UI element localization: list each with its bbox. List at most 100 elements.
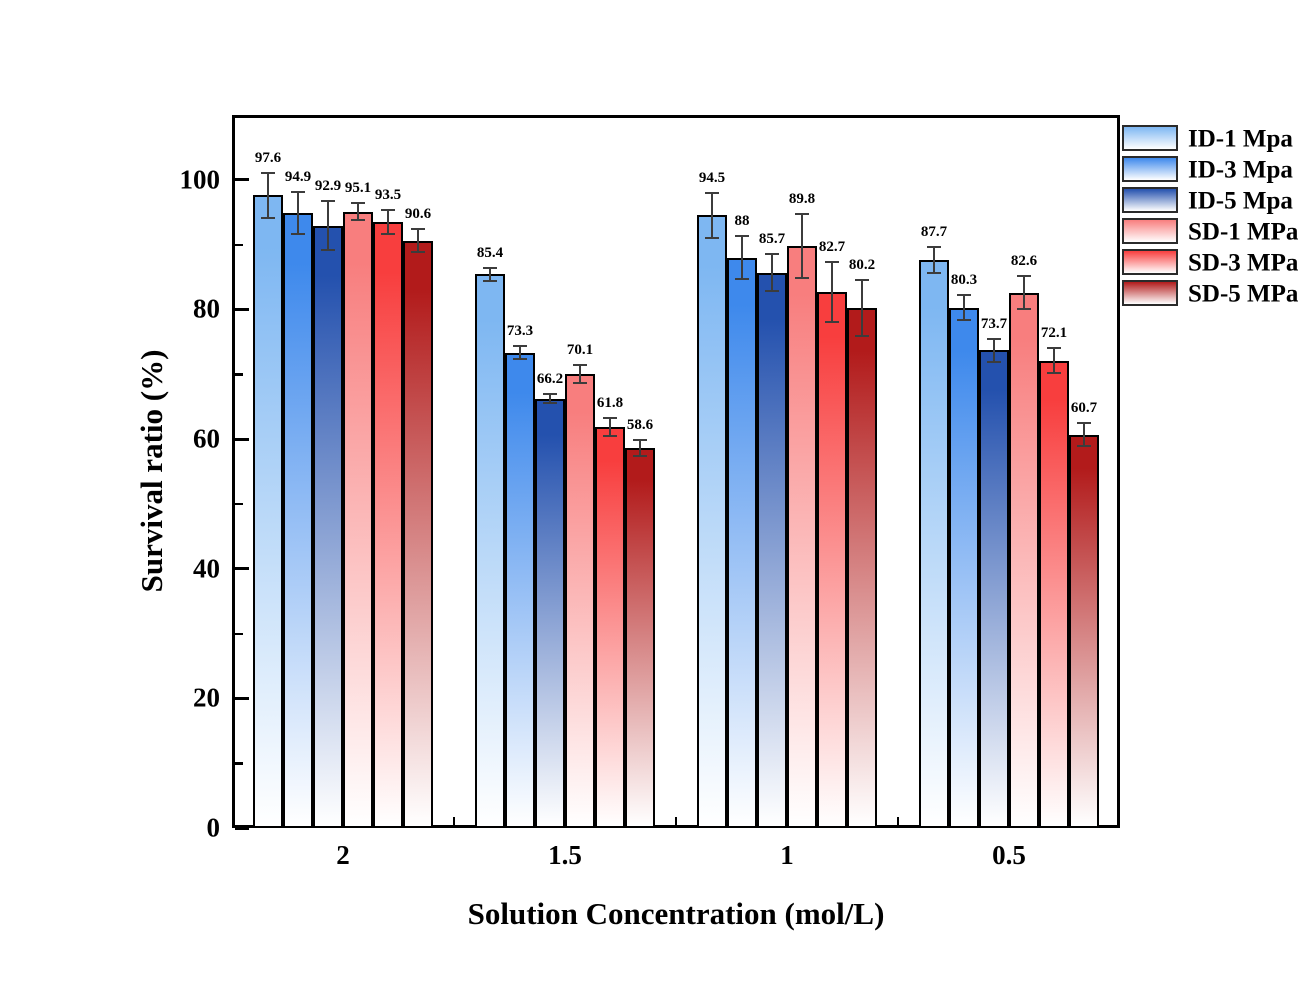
y-axis-major-tick	[235, 307, 249, 311]
error-bar-cap-bottom	[633, 454, 647, 457]
legend-label-id-3-mpa: ID-3 Mpa	[1188, 156, 1293, 184]
error-bar-stem	[387, 210, 389, 234]
bar-sd-1-mpa-conc-2	[343, 211, 373, 828]
y-axis-tick-label: 20	[193, 682, 220, 713]
bar-value-label: 58.6	[626, 417, 654, 434]
error-bar-stem	[549, 394, 551, 404]
x-axis-minor-tick	[896, 817, 900, 825]
bar-id-5-mpa-conc-1	[757, 272, 787, 828]
error-bar-cap-bottom	[573, 381, 587, 384]
error-bar-cap-top	[633, 439, 647, 442]
error-bar-stem	[267, 172, 269, 219]
error-bar-cap-top	[381, 209, 395, 212]
error-bar-stem	[417, 229, 419, 253]
error-bar-stem	[801, 213, 803, 279]
error-bar-cap-top	[513, 345, 527, 348]
bar-id-5-mpa-conc-1.5	[535, 398, 565, 828]
bar-id-1-mpa-conc-1.5	[475, 274, 505, 828]
bar-value-label: 82.7	[818, 239, 846, 256]
error-bar-cap-top	[825, 261, 839, 264]
bar-value-label: 60.7	[1070, 399, 1098, 416]
bar-value-label: 94.5	[698, 169, 726, 186]
error-bar-cap-top	[957, 293, 971, 296]
error-bar-cap-bottom	[795, 277, 809, 280]
x-axis-minor-tick	[674, 817, 678, 825]
bar-id-5-mpa-conc-0.5	[979, 350, 1009, 828]
error-bar-stem	[357, 203, 359, 220]
legend-swatch-sd-5-mpa	[1122, 280, 1178, 306]
error-bar-cap-top	[795, 212, 809, 215]
error-bar-stem	[963, 294, 965, 321]
bar-value-label: 97.6	[254, 149, 282, 166]
legend-label-sd-1-mpa: SD-1 MPa	[1188, 218, 1299, 246]
y-axis-tick-label: 60	[193, 423, 220, 454]
error-bar-stem	[993, 338, 995, 362]
bar-value-label: 85.4	[476, 244, 504, 261]
bar-sd-1-mpa-conc-0.5	[1009, 292, 1039, 828]
error-bar-stem	[771, 254, 773, 291]
error-bar-cap-bottom	[735, 277, 749, 280]
error-bar-cap-bottom	[927, 271, 941, 274]
bar-value-label: 95.1	[344, 180, 372, 197]
bar-value-label: 73.7	[980, 315, 1008, 332]
y-axis-major-tick	[235, 567, 249, 571]
legend-swatch-sd-1-mpa	[1122, 218, 1178, 244]
error-bar-stem	[831, 262, 833, 322]
legend-label-id-5-mpa: ID-5 Mpa	[1188, 187, 1293, 215]
y-axis-tick-label: 100	[179, 164, 221, 195]
y-axis-tick-label: 40	[193, 553, 220, 584]
error-bar-cap-top	[261, 171, 275, 174]
y-axis-tick-label: 0	[206, 812, 221, 843]
error-bar-cap-top	[927, 245, 941, 248]
bar-value-label: 80.2	[848, 257, 876, 274]
legend-swatch-sd-3-mpa	[1122, 249, 1178, 275]
error-bar-cap-bottom	[855, 335, 869, 338]
bar-sd-1-mpa-conc-1	[787, 245, 817, 828]
y-axis-tick-label: 80	[193, 293, 220, 324]
bar-sd-3-mpa-conc-1.5	[595, 427, 625, 828]
bar-id-3-mpa-conc-1.5	[505, 352, 535, 828]
bar-sd-3-mpa-conc-2	[373, 221, 403, 828]
bar-id-3-mpa-conc-1	[727, 257, 757, 828]
error-bar-stem	[327, 201, 329, 251]
bar-sd-3-mpa-conc-1	[817, 291, 847, 828]
legend-label-sd-3-mpa: SD-3 MPa	[1188, 249, 1299, 277]
error-bar-cap-top	[411, 228, 425, 231]
error-bar-cap-top	[1077, 421, 1091, 424]
bar-value-label: 89.8	[788, 190, 816, 207]
bar-value-label: 72.1	[1040, 325, 1068, 342]
error-bar-stem	[609, 418, 611, 437]
bar-value-label: 92.9	[314, 178, 342, 195]
error-bar-stem	[1053, 348, 1055, 373]
error-bar-cap-bottom	[483, 279, 497, 282]
error-bar-cap-bottom	[261, 217, 275, 220]
bar-value-label: 70.1	[566, 341, 594, 358]
error-bar-stem	[933, 246, 935, 273]
bar-value-label: 66.2	[536, 371, 564, 388]
error-bar-cap-top	[735, 235, 749, 238]
error-bar-cap-bottom	[351, 219, 365, 221]
bar-value-label: 87.7	[920, 223, 948, 240]
error-bar-stem	[519, 346, 521, 360]
bar-value-label: 61.8	[596, 395, 624, 412]
error-bar-cap-top	[603, 417, 617, 420]
error-bar-cap-bottom	[381, 232, 395, 235]
error-bar-stem	[861, 280, 863, 337]
bar-id-5-mpa-conc-2	[313, 225, 343, 828]
error-bar-stem	[297, 192, 299, 234]
error-bar-cap-bottom	[987, 360, 1001, 363]
y-axis-major-tick	[235, 437, 249, 441]
bar-id-3-mpa-conc-2	[283, 212, 313, 828]
y-axis-minor-tick	[235, 373, 243, 376]
error-bar-cap-top	[543, 393, 557, 396]
bar-sd-5-mpa-conc-1	[847, 308, 877, 828]
x-axis-minor-tick	[452, 817, 456, 825]
bar-value-label: 73.3	[506, 323, 534, 340]
bar-value-label: 82.6	[1010, 252, 1038, 269]
y-axis-major-tick	[235, 178, 249, 182]
error-bar-stem	[1083, 422, 1085, 447]
bar-sd-5-mpa-conc-0.5	[1069, 434, 1099, 828]
bar-id-1-mpa-conc-1	[697, 215, 727, 828]
error-bar-cap-bottom	[321, 249, 335, 252]
